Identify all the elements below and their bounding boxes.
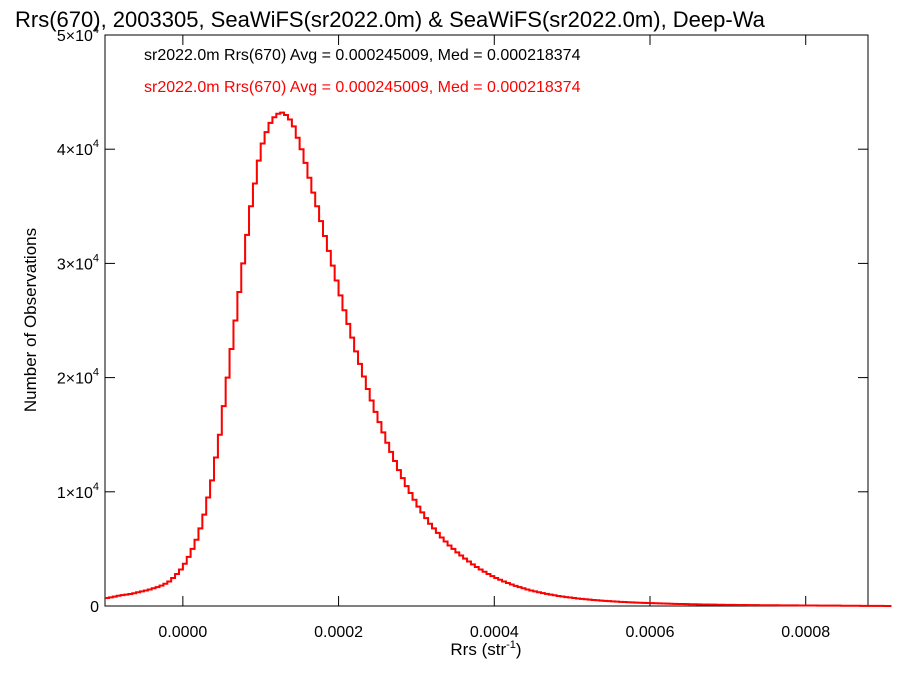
- x-axis-label-text: Rrs (str: [450, 640, 506, 659]
- x-tick-label: 0.0002: [314, 624, 363, 641]
- y-tick-label: 2×104: [57, 367, 99, 388]
- y-axis-label: Number of Observations: [21, 228, 40, 412]
- histogram-series-1: [105, 111, 892, 607]
- x-tick-label: 0.0006: [626, 624, 675, 641]
- y-tick-label-exponent: 4: [93, 252, 99, 264]
- x-axis-label-close: ): [516, 640, 522, 659]
- y-tick-label: 3×104: [57, 252, 99, 273]
- chart-title: Rrs(670), 2003305, SeaWiFS(sr2022.0m) & …: [15, 7, 766, 32]
- y-tick-label-base: 3×10: [57, 256, 93, 273]
- y-tick-label-base: 1×10: [57, 485, 93, 502]
- legend: sr2022.0m Rrs(670) Avg = 0.000245009, Me…: [144, 47, 581, 96]
- y-tick-label-base: 4×10: [57, 142, 93, 159]
- y-tick-label-base: 5×10: [57, 28, 93, 45]
- x-tick-label: 0.0000: [158, 624, 207, 641]
- legend-entry-1: sr2022.0m Rrs(670) Avg = 0.000245009, Me…: [144, 47, 581, 64]
- histogram-series: [105, 111, 892, 607]
- y-tick-label: 5×104: [57, 24, 99, 45]
- legend-entry-2: sr2022.0m Rrs(670) Avg = 0.000245009, Me…: [144, 79, 581, 96]
- plot-area-frame: [104, 34, 869, 607]
- x-axis-label-superscript: -1: [506, 639, 516, 651]
- y-tick-label-exponent: 4: [93, 481, 99, 493]
- y-tick-label-base: 2×10: [57, 371, 93, 388]
- x-axis-label: Rrs (str-1): [450, 639, 521, 659]
- y-tick-label: 4×104: [57, 138, 99, 159]
- histogram-series-2: [105, 111, 892, 607]
- y-tick-label-exponent: 4: [93, 24, 99, 36]
- x-axis-ticks: 0.0000 0.0002 0.0004 0.0006 0.0008: [158, 35, 830, 641]
- y-tick-label: 0: [90, 599, 99, 616]
- x-tick-label: 0.0004: [470, 624, 519, 641]
- y-tick-label-exponent: 4: [93, 138, 99, 150]
- y-tick-label: 1×104: [57, 481, 99, 502]
- y-tick-label-base: 0: [90, 599, 99, 616]
- y-tick-label-exponent: 4: [93, 367, 99, 379]
- x-tick-label: 0.0008: [781, 624, 830, 641]
